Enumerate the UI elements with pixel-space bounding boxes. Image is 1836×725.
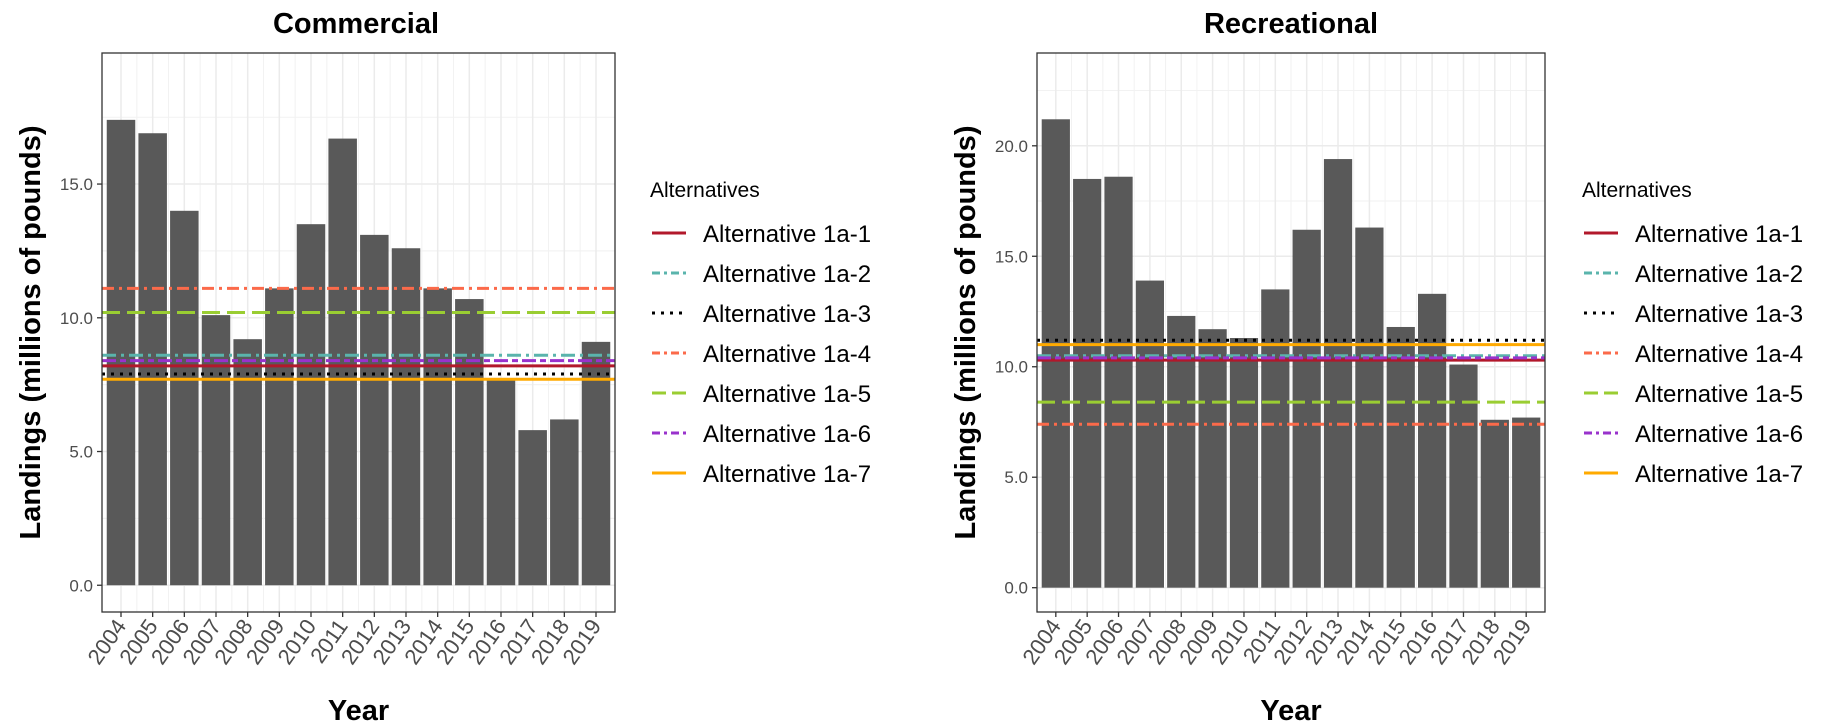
plot-border [1036,52,1546,613]
legend-label-6: Alternative 1a-6 [703,421,871,448]
chart-title: Commercial [273,8,439,40]
bar-2004 [1041,119,1070,588]
x-axis-title: Year [328,695,389,725]
bar-2006 [1104,176,1133,588]
legend-label-3: Alternative 1a-3 [1635,301,1803,328]
y-tick-label: 20.0 [995,137,1028,156]
bar-2019 [1512,417,1541,588]
bar-2017 [1449,364,1478,588]
chart-title: Recreational [1204,8,1378,40]
bar-2017 [518,430,547,586]
chart-2: 0.05.010.015.020.02004200520062007200820… [950,8,1803,725]
bar-2008 [233,339,262,586]
bar-2018 [550,419,579,586]
legend: Alternatives Alternative 1a-1 Alternative … [650,179,871,488]
y-tick-label: 15.0 [995,247,1028,266]
bar-2012 [360,234,389,586]
bar-2006 [170,210,199,586]
y-tick-label: 0.0 [1004,579,1028,598]
legend-title: Alternatives [650,179,760,202]
bar-2016 [1418,293,1447,588]
bar-2010 [1229,338,1259,588]
plot-border [101,52,616,613]
bar-2015 [1386,326,1415,588]
bar-2015 [455,299,484,586]
bar-2014 [423,288,452,586]
y-tick-label: 5.0 [1004,468,1028,487]
y-tick-label: 0.0 [69,576,93,595]
bar-2014 [1355,227,1384,588]
legend-label-2: Alternative 1a-2 [703,261,871,288]
legend-label-7: Alternative 1a-7 [1635,461,1803,488]
bar-2005 [1073,178,1102,588]
bar-2010 [296,224,326,586]
legend: Alternatives Alternative 1a-1 Alternative … [1582,179,1803,488]
legend-label-7: Alternative 1a-7 [703,461,871,488]
legend-label-5: Alternative 1a-5 [703,381,871,408]
y-tick-label: 15.0 [60,175,93,194]
chart-1: 0.05.010.015.020042005200620072008200920… [15,8,871,725]
bar-2011 [1261,289,1290,588]
bar-2016 [486,379,516,586]
y-tick-label: 10.0 [995,358,1028,377]
bar-2018 [1480,419,1509,588]
legend-label-6: Alternative 1a-6 [1635,421,1803,448]
y-axis-title: Landings (millions of pounds) [950,125,982,539]
legend-label-1: Alternative 1a-1 [703,221,871,248]
legend-label-2: Alternative 1a-2 [1635,261,1803,288]
legend-label-4: Alternative 1a-4 [703,341,871,368]
legend-label-3: Alternative 1a-3 [703,301,871,328]
bar-2019 [581,341,611,586]
legend-label-5: Alternative 1a-5 [1635,381,1803,408]
bar-2007 [1135,280,1164,588]
y-tick-label: 10.0 [60,309,93,328]
bar-2013 [391,248,421,586]
bar-2012 [1292,229,1321,588]
bar-2004 [106,119,136,586]
legend-label-1: Alternative 1a-1 [1635,221,1803,248]
x-axis-title: Year [1260,695,1321,725]
legend-label-4: Alternative 1a-4 [1635,341,1803,368]
bar-2009 [265,288,294,586]
legend-title: Alternatives [1582,179,1692,202]
y-axis-title: Landings (millions of pounds) [15,125,47,539]
bar-2009 [1198,329,1227,588]
bar-2013 [1323,159,1353,588]
y-tick-label: 5.0 [69,443,93,462]
